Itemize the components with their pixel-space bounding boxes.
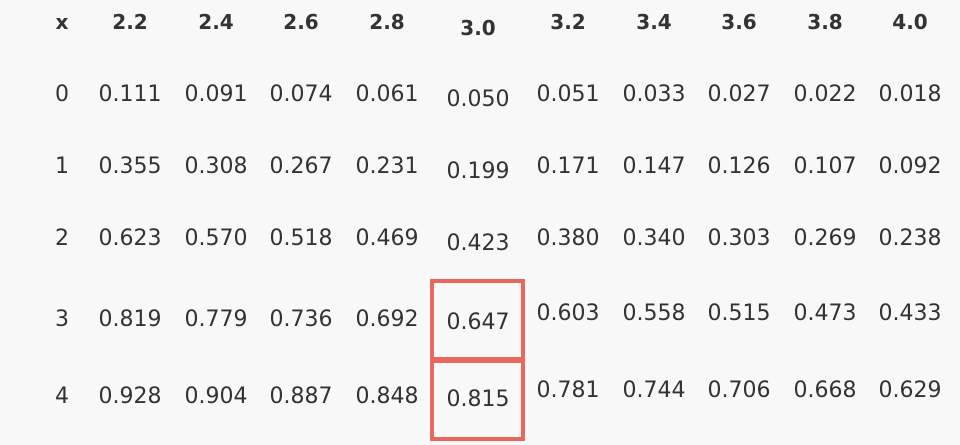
table-cell: 0.147 [622,154,686,179]
header-x: x [55,10,69,34]
column-header: 4.0 [892,10,928,34]
table-cell: 0.819 [98,307,162,332]
row-x-value: 4 [55,384,69,409]
table-cell: 0.033 [622,82,686,107]
table-cell: 0.340 [622,226,686,251]
table-cell: 0.433 [878,301,942,326]
table-cell: 0.815 [446,387,510,412]
table-cell: 0.603 [536,301,600,326]
highlight-box [430,279,525,361]
table-cell: 0.515 [707,301,771,326]
table-cell: 0.111 [98,82,162,107]
row-x-value: 3 [55,307,69,332]
row-x-value: 2 [55,226,69,251]
table-cell: 0.692 [355,307,419,332]
column-header: 2.2 [112,10,148,34]
table-cell: 0.303 [707,226,771,251]
table-cell: 0.061 [355,82,419,107]
table-cell: 0.558 [622,301,686,326]
column-header: 3.8 [807,10,843,34]
table-cell: 0.308 [184,154,248,179]
highlight-box [430,359,525,441]
column-header: 2.4 [198,10,234,34]
column-header: 3.4 [636,10,672,34]
table-cell: 0.668 [793,378,857,403]
table-cell: 0.018 [878,82,942,107]
table-cell: 0.904 [184,384,248,409]
table-cell: 0.091 [184,82,248,107]
table-cell: 0.269 [793,226,857,251]
table-cell: 0.231 [355,154,419,179]
column-header: 3.6 [721,10,757,34]
table-cell: 0.647 [446,310,510,335]
table-cell: 0.848 [355,384,419,409]
table-cell: 0.629 [878,378,942,403]
table-cell: 0.051 [536,82,600,107]
table-cell: 0.744 [622,378,686,403]
table-cell: 0.267 [269,154,333,179]
table-cell: 0.107 [793,154,857,179]
table-cell: 0.380 [536,226,600,251]
table-cell: 0.887 [269,384,333,409]
table-cell: 0.473 [793,301,857,326]
table-cell: 0.355 [98,154,162,179]
table-cell: 0.126 [707,154,771,179]
table-cell: 0.781 [536,378,600,403]
table-cell: 0.199 [446,159,510,184]
row-x-value: 1 [55,154,69,179]
table-cell: 0.623 [98,226,162,251]
table-cell: 0.092 [878,154,942,179]
table-cell: 0.027 [707,82,771,107]
table-cell: 0.171 [536,154,600,179]
column-header: 3.0 [460,16,496,40]
table-cell: 0.238 [878,226,942,251]
column-header: 2.8 [369,10,405,34]
table-cell: 0.074 [269,82,333,107]
table-cell: 0.423 [446,231,510,256]
table-cell: 0.469 [355,226,419,251]
table-cell: 0.779 [184,307,248,332]
table-cell: 0.050 [446,87,510,112]
column-header: 2.6 [283,10,319,34]
table-cell: 0.706 [707,378,771,403]
table-cell: 0.570 [184,226,248,251]
table-cell: 0.736 [269,307,333,332]
column-header: 3.2 [550,10,586,34]
table-cell: 0.928 [98,384,162,409]
row-x-value: 0 [55,82,69,107]
table-cell: 0.518 [269,226,333,251]
table-cell: 0.022 [793,82,857,107]
